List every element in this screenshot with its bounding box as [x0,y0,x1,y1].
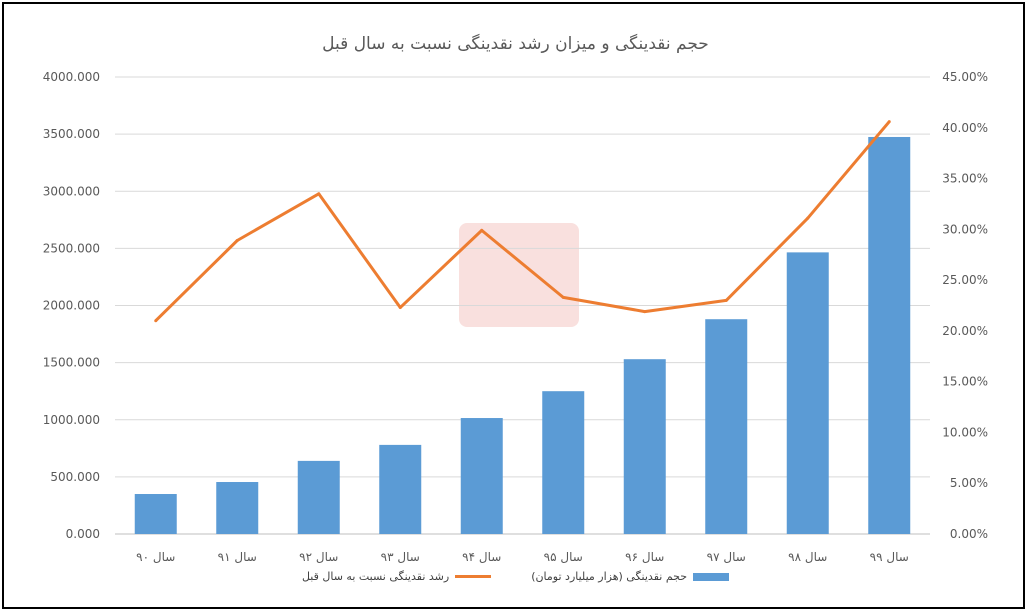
legend-swatch-line [455,575,492,578]
legend-item-liquidity: حجم نقدینگی (هزار میلیارد تومان) [531,570,730,583]
left-tick-label: 3000.000 [43,184,100,198]
legend-label-growth: رشد نقدینگی نسبت به سال قبل [301,570,450,583]
line-point [887,120,891,124]
watermark-logo [459,223,579,327]
right-tick-label: 10.00% [942,425,988,439]
left-tick-label: 3500.000 [43,127,100,141]
right-tick-label: 0.00% [950,527,988,541]
x-tick-label: سال ۹۹ [870,550,909,564]
left-tick-label: 4000.000 [43,70,100,84]
right-tick-label: 5.00% [950,476,988,490]
left-tick-label: 500.000 [50,470,100,484]
x-tick-label: سال ۹۸ [788,550,827,564]
line-point [317,192,321,196]
right-tick-label: 30.00% [942,222,988,236]
legend-item-growth: رشد نقدینگی نسبت به سال قبل [301,570,492,583]
line-point [724,298,728,302]
bar [460,418,503,534]
bar [542,391,585,534]
x-tick-label: سال ۹۱ [218,550,257,564]
legend: حجم نقدینگی (هزار میلیارد تومان) رشد نقد… [0,570,1031,583]
left-tick-label: 2500.000 [43,241,100,255]
line-point [235,239,239,243]
bar [786,252,829,534]
growth-line [154,120,891,322]
left-tick-label: 2000.000 [43,299,100,313]
right-tick-label: 25.00% [942,273,988,287]
chart-title: حجم نقدینگی و میزان رشد نقدینگی نسبت به … [322,34,709,54]
legend-label-liquidity: حجم نقدینگی (هزار میلیارد تومان) [531,570,688,583]
bar [623,359,666,534]
bar [297,460,340,534]
x-tick-label: سال ۹۵ [544,550,583,564]
right-tick-label: 35.00% [942,172,988,186]
line-point [561,295,565,299]
line-point [154,319,158,323]
right-tick-label: 40.00% [942,121,988,135]
x-tick-label: سال ۹۳ [381,550,420,564]
bar [705,319,748,534]
bar [868,136,911,534]
right-tick-label: 45.00% [942,70,988,84]
right-tick-label: 20.00% [942,324,988,338]
x-tick-label: سال ۹۰ [136,550,175,564]
legend-swatch-bar [693,572,730,581]
line-point [480,228,484,232]
x-tick-label: سال ۹۶ [625,550,664,564]
left-tick-label: 1000.000 [43,413,100,427]
line-point [398,306,402,310]
x-tick-label: سال ۹۲ [299,550,338,564]
line-point [806,216,810,220]
x-tick-label: سال ۹۷ [707,550,746,564]
bar [379,444,422,534]
line-point [643,310,647,314]
x-tick-label: سال ۹۴ [462,550,501,564]
bar [134,494,177,534]
bar [216,482,259,534]
right-tick-label: 15.00% [942,375,988,389]
left-tick-label: 0.000 [66,527,100,541]
left-tick-label: 1500.000 [43,356,100,370]
